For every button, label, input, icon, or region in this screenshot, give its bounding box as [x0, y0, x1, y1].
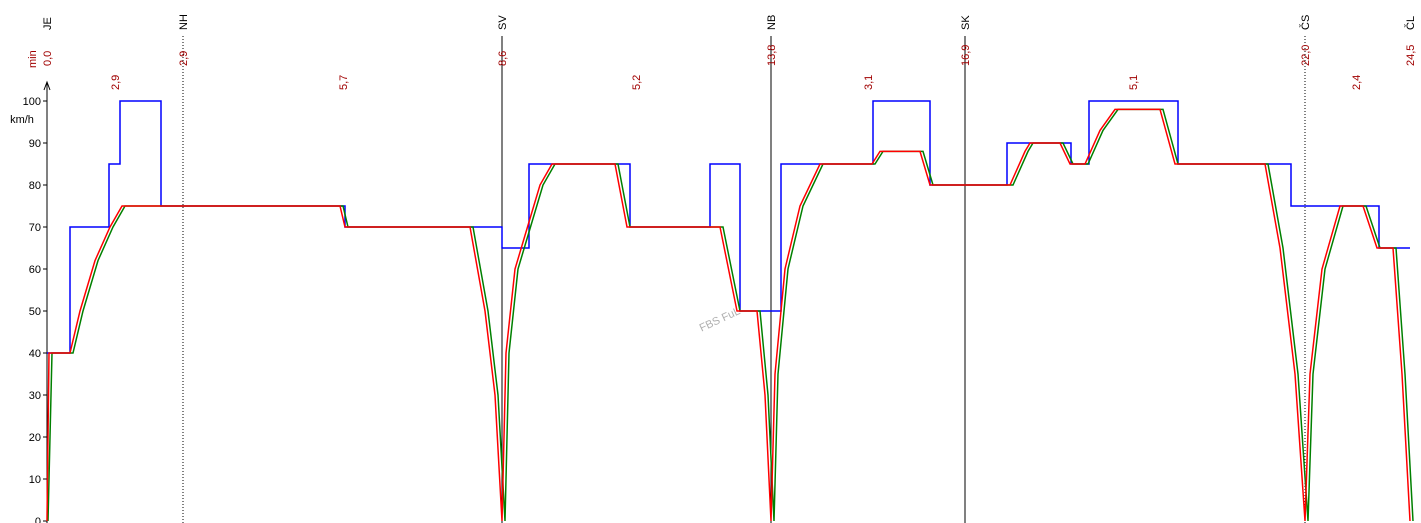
section-time: 5,7	[338, 75, 350, 90]
speed-line	[46, 108, 1411, 522]
y-unit-label: km/h	[10, 114, 34, 126]
section-time: 2,9	[110, 75, 122, 90]
station-time: 13,8	[766, 45, 778, 66]
y-tick-label: 50	[29, 306, 41, 318]
speed-line	[47, 108, 1414, 522]
y-tick-label: 80	[29, 180, 41, 192]
section-time: 3,1	[863, 75, 875, 90]
section-time: 5,1	[1128, 75, 1140, 90]
y-tick-label: 10	[29, 474, 41, 486]
section-time: 5,2	[631, 75, 643, 90]
station-time: 0,0	[42, 51, 54, 66]
station-name: NB	[766, 15, 778, 30]
station-name: ČS	[1299, 15, 1312, 30]
section-time: 2,4	[1351, 75, 1363, 90]
station-time: 8,6	[497, 51, 509, 66]
watermark: FBS FuL	[698, 305, 742, 334]
y-tick-label: 40	[29, 348, 41, 360]
y-tick-label: 60	[29, 264, 41, 276]
station-time: 2,9	[178, 51, 190, 66]
station-name: JE	[42, 17, 54, 30]
y-tick-label: 90	[29, 138, 41, 150]
station-name: ČL	[1404, 16, 1417, 30]
station-time: 16,9	[960, 45, 972, 66]
y-axis-arrow	[43, 80, 51, 91]
y-tick-label: 20	[29, 432, 41, 444]
time-unit-label: min	[27, 50, 39, 68]
y-tick-label: 0	[35, 516, 41, 523]
station-time: 22,0	[1300, 45, 1312, 66]
y-tick-label: 70	[29, 222, 41, 234]
station-name: SV	[497, 15, 509, 30]
station-time: 24,5	[1405, 45, 1417, 66]
station-name: NH	[178, 14, 190, 30]
station-name: SK	[960, 15, 972, 30]
y-tick-label: 100	[23, 96, 41, 108]
speed-line	[47, 100, 1410, 354]
y-tick-label: 30	[29, 390, 41, 402]
